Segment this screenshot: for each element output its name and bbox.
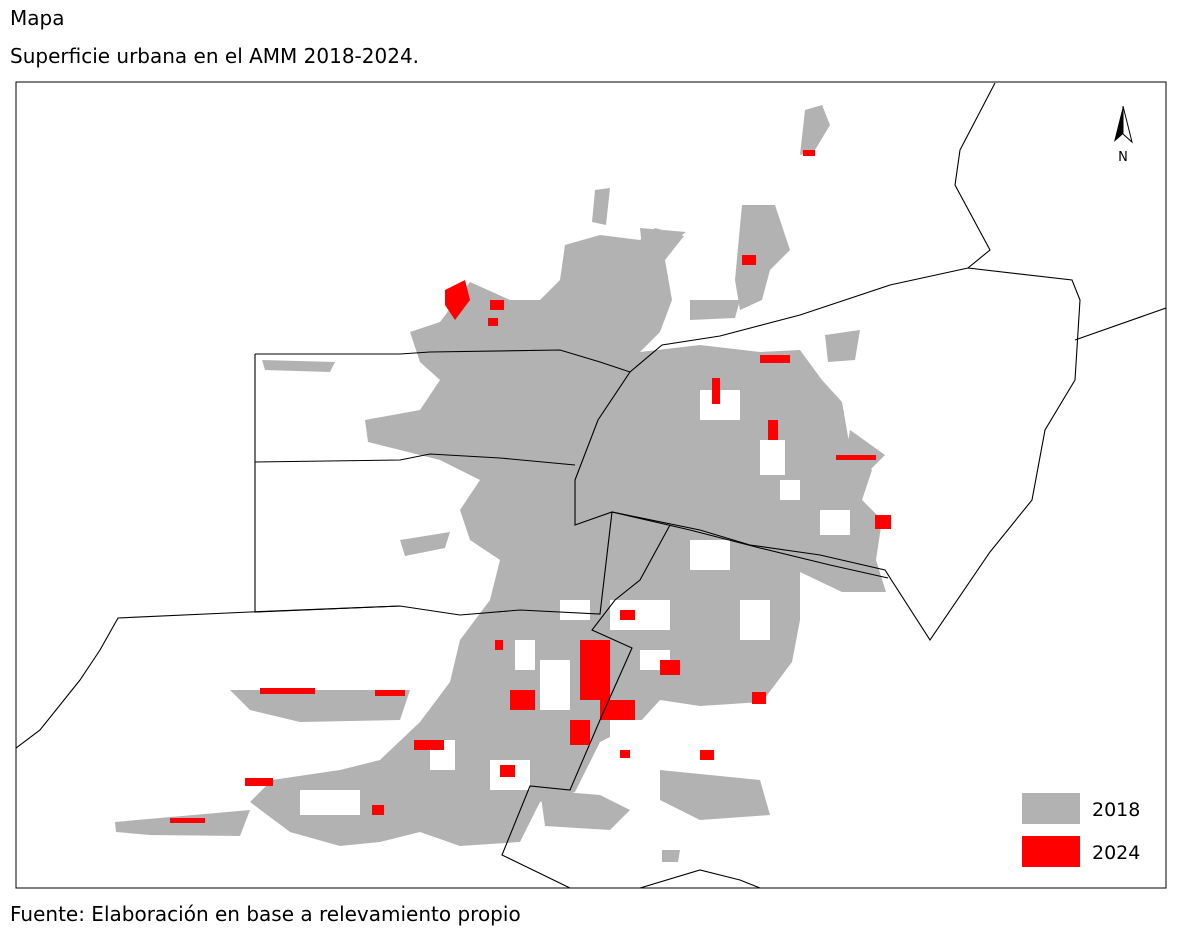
non-urban (300, 390, 850, 815)
map-frame (15, 81, 1167, 889)
north-label: N (1118, 150, 1128, 165)
subtitle: Superficie urbana en el AMM 2018-2024. (10, 44, 420, 68)
north-arrow: N (1114, 105, 1133, 165)
urban-2018 (115, 105, 886, 862)
legend-label: 2018 (1092, 799, 1140, 821)
legend: 2018 2024 (1022, 793, 1140, 867)
title: Mapa (10, 6, 65, 30)
source: Fuente: Elaboración en base a relevamien… (10, 902, 521, 926)
legend-swatch (1022, 793, 1080, 824)
legend-label: 2024 (1092, 842, 1140, 864)
legend-swatch (1022, 836, 1080, 867)
urban-2024 (170, 150, 891, 823)
map-body (16, 82, 1166, 888)
boundaries (16, 82, 1166, 888)
